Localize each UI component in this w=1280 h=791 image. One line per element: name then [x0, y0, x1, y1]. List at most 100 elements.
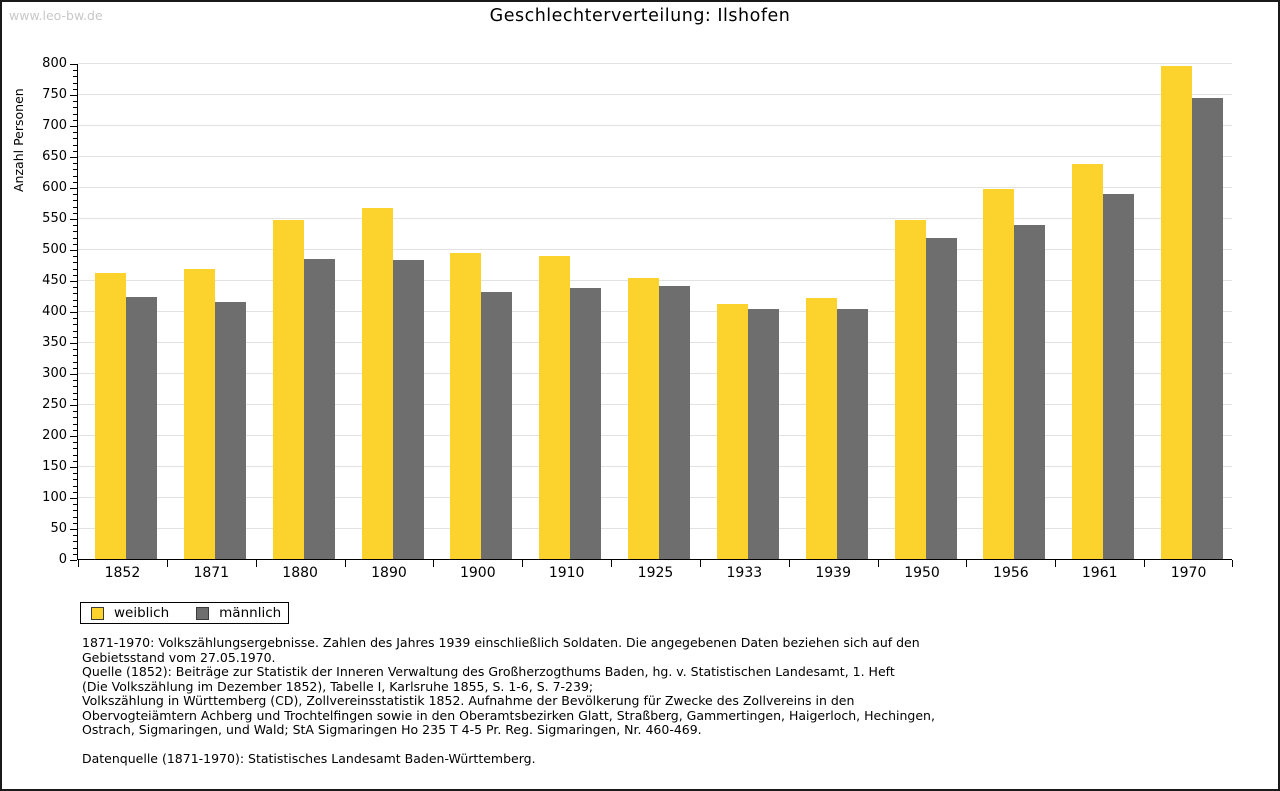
y-axis-minor-tick-380	[73, 324, 77, 326]
y-axis-minor-tick-710	[73, 119, 77, 121]
y-axis-minor-tick-620	[73, 175, 77, 177]
y-axis-minor-tick-640	[73, 163, 77, 165]
legend-swatch-maennlich	[196, 606, 210, 620]
bar-weiblich-1880	[272, 220, 304, 559]
footnote-line-2: Gebietsstand vom 27.05.1970.	[82, 649, 276, 665]
y-axis-minor-tick-140	[73, 473, 77, 475]
y-axis-minor-tick-10	[73, 553, 77, 555]
y-axis-minor-tick-730	[73, 107, 77, 109]
footnote-line-7: Ostrach, Sigmaringen, und Wald; StA Sigm…	[82, 722, 702, 737]
y-axis-tick-100	[70, 498, 77, 499]
bar-weiblich-1950	[894, 219, 926, 559]
x-axis-label-1970: 1970	[1170, 565, 1207, 581]
y-axis-minor-tick-270	[73, 392, 77, 394]
footnote-line-9: Datenquelle (1871-1970): Statistisches L…	[82, 751, 536, 766]
y-axis-minor-tick-420	[73, 299, 77, 301]
y-axis-label-200: 200	[42, 428, 67, 443]
bar-maennlich-1970	[1192, 98, 1224, 559]
y-axis-minor-tick-130	[73, 479, 77, 481]
y-axis-tick-800	[70, 64, 77, 65]
y-axis-label-0: 0	[58, 552, 67, 567]
y-axis-label-100: 100	[42, 490, 67, 505]
gridline-550	[78, 218, 1232, 219]
y-axis-minor-tick-490	[73, 256, 77, 258]
x-axis-tick-8	[789, 560, 790, 567]
watermark: www.leo-bw.de	[9, 8, 103, 23]
bar-maennlich-1961	[1103, 194, 1135, 559]
x-axis-label-1880: 1880	[282, 565, 318, 581]
bar-weiblich-1900	[450, 252, 482, 559]
x-axis-tick-4	[433, 560, 434, 567]
y-axis-tick-450	[70, 281, 77, 282]
y-axis-minor-tick-770	[73, 82, 77, 84]
y-axis-minor-tick-210	[73, 429, 77, 431]
y-axis-minor-tick-170	[73, 454, 77, 456]
x-axis-label-1910: 1910	[548, 565, 585, 581]
y-axis-minor-tick-260	[73, 398, 77, 400]
bar-weiblich-1939	[805, 297, 837, 559]
y-axis-minor-tick-690	[73, 132, 77, 134]
bar-maennlich-1925	[659, 286, 691, 559]
y-axis-tick-400	[70, 312, 77, 313]
y-axis-minor-tick-40	[73, 535, 77, 537]
legend-label-weiblich: weiblich	[114, 605, 170, 621]
bar-maennlich-1910	[570, 288, 602, 559]
gridline-500	[78, 249, 1232, 250]
y-axis-minor-tick-630	[73, 169, 77, 171]
x-axis-tick-9	[878, 560, 879, 567]
y-axis-minor-tick-560	[73, 212, 77, 214]
y-axis-minor-tick-740	[73, 101, 77, 103]
footnote-line-1: 1871-1970: Volkszählungsergebnisse. Zahl…	[82, 635, 920, 650]
x-axis-label-1890: 1890	[371, 565, 407, 581]
y-axis-label-550: 550	[42, 211, 67, 226]
y-axis-label-800: 800	[42, 56, 67, 71]
y-axis-minor-tick-580	[73, 200, 77, 202]
footnote-spacer	[82, 738, 935, 753]
bar-weiblich-1910	[539, 255, 571, 559]
y-axis-minor-tick-790	[73, 70, 77, 72]
x-axis-label-1900: 1900	[459, 565, 496, 581]
chart-title: Geschlechterverteilung: Ilshofen	[489, 6, 791, 26]
y-axis-minor-tick-610	[73, 181, 77, 183]
legend-label-maennlich: männlich	[219, 605, 282, 621]
y-axis-minor-tick-220	[73, 423, 77, 425]
bar-weiblich-1925	[628, 277, 660, 559]
plot-area: 1852 1871 1880 1890 1900 1910 1925 1933 1939 1950…	[77, 63, 1233, 581]
y-axis-minor-tick-230	[73, 417, 77, 419]
y-axis-label-400: 400	[42, 304, 67, 319]
y-axis-tick-350	[70, 343, 77, 344]
y-axis-label-700: 700	[42, 118, 67, 133]
y-axis-label-600: 600	[42, 180, 67, 195]
legend: weiblich männlich	[80, 602, 289, 624]
footnote-line-5: Volkszählung in Württemberg (CD), Zollve…	[82, 693, 855, 708]
y-axis-tick-250	[70, 405, 77, 406]
y-axis-tick-0	[70, 560, 77, 561]
y-axis-minor-tick-120	[73, 485, 77, 487]
x-axis-label-1939: 1939	[815, 565, 851, 581]
y-axis-tick-550	[70, 219, 77, 220]
y-axis-label-650: 650	[42, 149, 67, 164]
gridline-800	[78, 63, 1232, 64]
y-axis-minor-tick-60	[73, 522, 77, 524]
gridline-700	[78, 125, 1232, 126]
footnote-line-6: Obervogteiämtern Achberg und Trochtelfin…	[82, 707, 935, 723]
bar-maennlich-1871	[214, 301, 246, 559]
bar-maennlich-1956	[1014, 224, 1046, 559]
y-axis-minor-tick-480	[73, 262, 77, 264]
y-axis-minor-tick-190	[73, 442, 77, 444]
footnote-line-3: Quelle (1852): Beiträge zur Statistik de…	[82, 664, 895, 679]
gridline-650	[78, 156, 1232, 157]
y-axis-minor-tick-410	[73, 305, 77, 307]
y-axis-tick-700	[70, 126, 77, 127]
x-axis-label-1956: 1956	[993, 565, 1029, 581]
y-axis-minor-tick-670	[73, 144, 77, 146]
y-axis-tick-150	[70, 467, 77, 468]
footnote-line-4: (Die Volkszählung im Dezember 1852), Tab…	[82, 678, 594, 694]
x-axis-tick-5	[522, 560, 523, 567]
x-axis-tick-11	[1055, 560, 1056, 567]
y-axis-minor-tick-540	[73, 225, 77, 227]
x-axis-label-1925: 1925	[637, 565, 674, 581]
footnotes: 1871-1970: Volkszählungsergebnisse. Zahl…	[82, 635, 935, 767]
y-axis-minor-tick-720	[73, 113, 77, 115]
